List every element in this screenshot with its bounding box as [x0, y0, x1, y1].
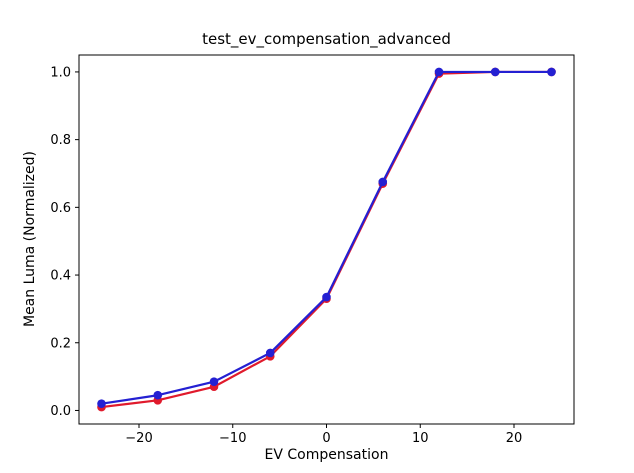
data-point-blue-series	[378, 177, 388, 187]
x-tick-label: 0	[322, 431, 330, 446]
y-tick-label: 0.0	[50, 404, 71, 419]
data-point-blue-series	[97, 399, 106, 408]
x-tick-label: −10	[219, 431, 246, 446]
data-point-blue-series	[153, 390, 163, 400]
y-axis-label: Mean Luma (Normalized)	[22, 150, 38, 328]
data-point-blue-series	[265, 348, 275, 358]
data-point-blue-series	[322, 292, 331, 302]
plot-area	[78, 54, 575, 425]
x-tick-label: −20	[125, 431, 152, 446]
data-point-blue-series	[547, 67, 556, 77]
y-tick-label: 1.0	[50, 65, 71, 80]
data-point-blue-series	[209, 377, 219, 386]
y-tick-label: 0.4	[50, 269, 71, 284]
x-tick-label: 20	[506, 431, 523, 446]
data-point-blue-series	[434, 67, 444, 77]
chart-title: test_ev_compensation_advanced	[202, 30, 451, 48]
x-tick-label: 10	[412, 431, 429, 446]
y-tick-label: 0.2	[50, 336, 71, 351]
x-axis-label: EV Compensation	[264, 447, 389, 463]
data-point-blue-series	[490, 67, 500, 77]
y-tick-label: 0.6	[50, 201, 71, 216]
y-tick-label: 0.8	[50, 133, 71, 148]
